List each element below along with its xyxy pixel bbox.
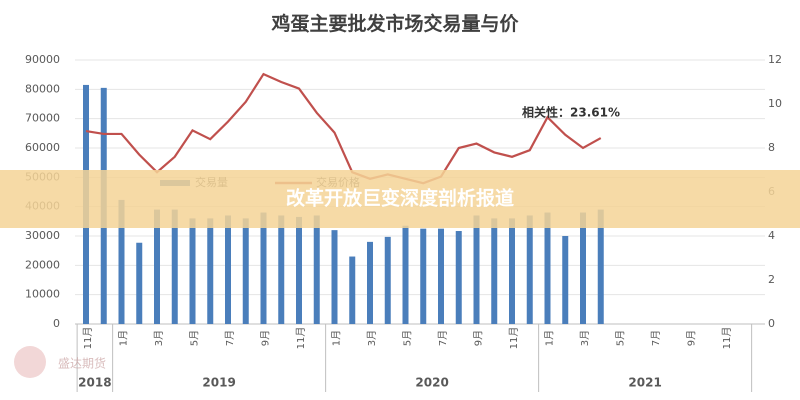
bar (526, 215, 533, 324)
bar (313, 215, 320, 324)
x-tick-label: 11月 (721, 327, 733, 350)
x-tick-label: 9月 (686, 330, 698, 346)
bar (455, 231, 462, 324)
bar (260, 212, 267, 324)
banner-text: 改革开放巨变深度剖析报道 (286, 187, 514, 210)
bar (562, 236, 569, 324)
year-label: 2019 (202, 376, 235, 390)
x-tick-label: 11月 (82, 327, 94, 350)
bar (580, 212, 586, 324)
banner (0, 170, 800, 228)
x-tick-label: 3月 (153, 330, 165, 346)
bar (438, 228, 444, 324)
x-tick-label: 9月 (260, 330, 272, 346)
y2-tick-label: 10 (768, 97, 782, 110)
y-tick-label: 0 (53, 317, 60, 330)
y2-tick-label: 8 (768, 141, 775, 154)
year-label: 2021 (628, 376, 661, 390)
bar (171, 209, 178, 324)
bar (242, 218, 249, 324)
price-line (85, 72, 602, 185)
y2-tick-label: 4 (768, 229, 775, 242)
bar (420, 228, 427, 324)
x-tick-label: 7月 (650, 330, 662, 346)
y-tick-label: 90000 (25, 53, 60, 66)
bar (349, 256, 356, 324)
y-tick-label: 10000 (25, 288, 60, 301)
bar (331, 230, 338, 324)
y2-tick-label: 2 (768, 273, 775, 286)
x-tick-label: 9月 (473, 330, 485, 346)
bar (278, 215, 285, 324)
bar (384, 236, 391, 324)
bar (296, 216, 302, 324)
bar (207, 218, 214, 324)
year-label: 2018 (78, 376, 111, 390)
bar (136, 242, 143, 324)
chart-title: 鸡蛋主要批发市场交易量与价 (270, 12, 519, 35)
y-tick-label: 70000 (25, 112, 60, 125)
bar (544, 212, 551, 324)
x-tick-label: 5月 (402, 330, 414, 346)
x-tick-label: 11月 (295, 327, 307, 350)
y-tick-label: 60000 (25, 141, 60, 154)
y-tick-label: 20000 (25, 258, 60, 271)
y-tick-label: 30000 (25, 229, 60, 242)
x-tick-label: 7月 (224, 330, 236, 346)
bar (509, 218, 515, 324)
bar (597, 209, 604, 324)
bar (473, 215, 480, 324)
year-label: 2020 (415, 376, 448, 390)
bar (154, 209, 160, 324)
x-tick-label: 3月 (579, 330, 591, 346)
x-tick-label: 7月 (437, 330, 449, 346)
x-tick-label: 1月 (331, 330, 343, 346)
bar (491, 218, 498, 324)
x-tick-label: 5月 (615, 330, 627, 346)
bar (118, 199, 125, 324)
bar (225, 215, 231, 324)
watermark-logo (14, 346, 46, 378)
annotation: 相关性：23.61% (522, 105, 620, 120)
bar (402, 225, 409, 324)
x-tick-label: 11月 (508, 327, 520, 350)
x-tick-label: 1月 (544, 330, 556, 346)
x-tick-label: 5月 (189, 330, 201, 346)
y2-tick-label: 0 (768, 317, 775, 330)
x-tick-label: 1月 (118, 330, 130, 346)
y2-tick-label: 12 (768, 53, 782, 66)
y-tick-label: 80000 (25, 82, 60, 95)
bar (189, 218, 196, 324)
watermark: 盛达期货 (58, 356, 106, 371)
x-tick-label: 3月 (366, 330, 378, 346)
bar (367, 241, 373, 324)
